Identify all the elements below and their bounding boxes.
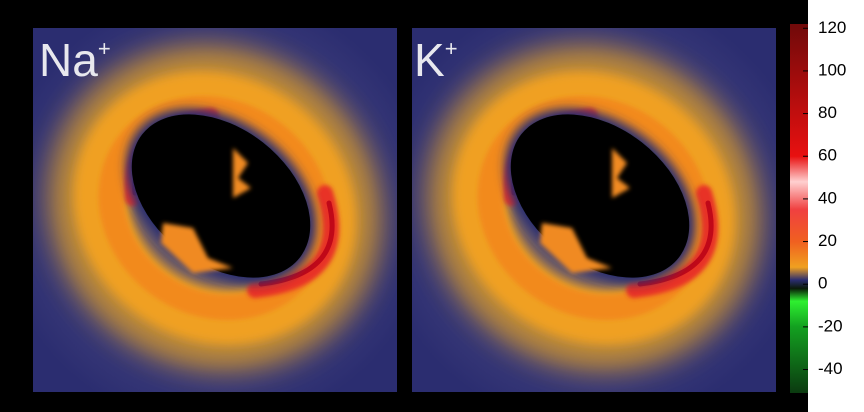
panel-label-sup: +: [98, 36, 111, 61]
figure-title: (a): [414, 0, 451, 17]
panel-label-sup: +: [445, 36, 458, 61]
colorbar-tick-label: -20: [818, 316, 843, 335]
colorbar-tick-label: 0: [818, 274, 827, 293]
panel-label: Na+: [39, 34, 111, 86]
panel-label-text: Na: [39, 34, 98, 86]
heatmap-image: [406, 23, 782, 393]
colorbar-background: [808, 0, 864, 412]
panel-label: K+: [414, 34, 458, 86]
panel-label-text: K: [414, 34, 445, 86]
colorbar-tick-label: 20: [818, 231, 837, 250]
colorbar-tick-label: 80: [818, 103, 837, 122]
colorbar-tick-label: 60: [818, 146, 837, 165]
colorbar-tick-label: -40: [818, 359, 843, 378]
colorbar-tick-label: 100: [818, 60, 846, 79]
panel: Na+: [27, 23, 403, 393]
colorbar-tick-label: 40: [818, 188, 837, 207]
colorbar: [790, 24, 808, 393]
panel: K+: [406, 23, 782, 393]
colorbar-tick-label: 120: [818, 18, 846, 37]
